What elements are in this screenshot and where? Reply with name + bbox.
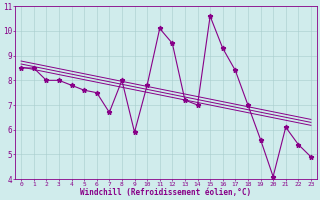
X-axis label: Windchill (Refroidissement éolien,°C): Windchill (Refroidissement éolien,°C) <box>80 188 252 197</box>
